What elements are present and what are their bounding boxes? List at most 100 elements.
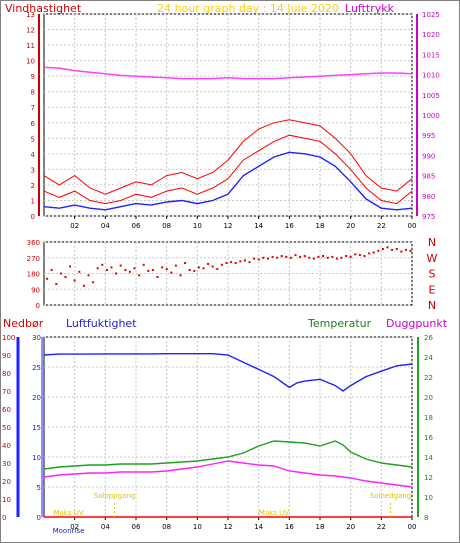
x-tick-label: 20 <box>346 523 355 531</box>
x-tick-label: 22 <box>377 222 386 230</box>
direction-point <box>87 274 90 277</box>
temperature-label: Temperatur <box>307 317 372 330</box>
direction-point <box>257 258 260 261</box>
pressure-series-line <box>43 66 413 80</box>
direction-point <box>50 269 53 271</box>
direction-point <box>133 267 136 270</box>
direction-point <box>294 254 297 257</box>
y-right-tick-label: 1005 <box>422 92 440 100</box>
temp-tick-label: 16 <box>424 434 433 442</box>
direction-point <box>285 255 288 258</box>
y-left-tick-label: 2 <box>31 182 35 190</box>
y-left-tick-label: 0 <box>36 302 40 310</box>
direction-point <box>55 283 58 285</box>
direction-point <box>354 253 357 256</box>
direction-point <box>363 255 366 257</box>
rain-tick-label: 40 <box>2 442 11 450</box>
direction-point <box>156 276 159 278</box>
direction-point <box>138 274 141 277</box>
direction-point <box>207 262 210 265</box>
y-left-tick-label: 7 <box>31 104 35 112</box>
x-tick-label: 00 <box>408 222 417 230</box>
uv-label: Maks UV <box>259 509 289 517</box>
direction-point <box>404 248 407 251</box>
direction-point <box>96 267 99 270</box>
wind_avg-series-line <box>43 151 413 211</box>
direction-point <box>340 256 343 259</box>
direction-point <box>119 264 122 267</box>
direction-point <box>197 266 200 269</box>
y-right-tick-label: 1020 <box>422 31 440 39</box>
direction-point <box>243 259 246 262</box>
y-left-tick-label: 6 <box>31 120 36 128</box>
y-left-tick-label: 1 <box>31 197 35 205</box>
y-right-tick-label: 990 <box>422 152 435 160</box>
direction-point <box>234 262 237 264</box>
x-tick-label: 04 <box>101 523 110 531</box>
direction-point <box>73 279 76 282</box>
x-tick-label: 02 <box>70 523 79 531</box>
temp-tick-label: 22 <box>424 374 433 382</box>
temp-tick-label: 14 <box>424 454 433 462</box>
rain-tick-label: 100 <box>2 334 15 342</box>
rain-tick-label: 70 <box>2 388 11 396</box>
direction-point <box>174 264 177 267</box>
x-tick-label: 22 <box>377 523 386 531</box>
direction-point <box>331 255 334 258</box>
direction-point <box>303 255 306 257</box>
direction-point <box>326 256 329 259</box>
direction-point <box>188 269 191 271</box>
rain-tick-label: 20 <box>2 478 11 486</box>
x-tick-label: 10 <box>193 222 202 230</box>
y-right-tick-label: 1025 <box>422 11 440 19</box>
direction-point <box>128 270 131 273</box>
temp-tick-label: 12 <box>424 474 433 482</box>
direction-point <box>220 263 223 266</box>
direction-point <box>110 266 113 269</box>
direction-compass-label: S <box>429 268 436 281</box>
direction-point <box>299 255 302 258</box>
rain-tick-label: 80 <box>2 370 11 378</box>
y-left-tick-label: 13 <box>26 11 35 19</box>
direction-point <box>377 249 380 252</box>
dewpoint-series-line <box>43 460 413 488</box>
direction-point <box>391 248 394 251</box>
x-tick-label: 08 <box>162 523 171 531</box>
humidity-tick-label: 10 <box>32 454 41 462</box>
direction-point <box>115 272 118 275</box>
direction-point <box>101 263 104 266</box>
direction-point <box>165 268 168 271</box>
direction-point <box>193 269 196 272</box>
direction-point <box>308 256 311 259</box>
direction-point <box>322 255 325 257</box>
direction-compass-label: N <box>428 236 436 249</box>
direction-point <box>312 257 315 260</box>
direction-point <box>225 262 228 264</box>
direction-point <box>349 255 352 258</box>
direction-point <box>400 250 403 253</box>
direction-point <box>59 272 62 275</box>
x-tick-label: 04 <box>101 222 110 230</box>
y-left-tick-label: 5 <box>31 135 35 143</box>
temp-tick-label: 26 <box>424 334 433 342</box>
uv-label: Maks UV <box>53 509 83 517</box>
wind-series-line <box>43 134 413 205</box>
y-left-tick-label: 11 <box>26 42 35 50</box>
direction-point <box>358 254 361 257</box>
rain-tick-label: 0 <box>2 514 6 522</box>
direction-point <box>184 262 187 264</box>
y-left-tick-label: 10 <box>26 58 35 66</box>
y-left-tick-label: 4 <box>31 151 36 159</box>
humidity-label: Luftfuktighet <box>66 317 137 330</box>
direction-compass-label: E <box>429 283 436 296</box>
direction-point <box>253 257 256 260</box>
x-tick-label: 16 <box>285 222 294 230</box>
direction-point <box>317 255 320 258</box>
x-tick-label: 14 <box>254 523 263 531</box>
x-tick-label: 12 <box>224 222 233 230</box>
chart-title: 24 hour graph day : 14 Juie 2020 <box>157 2 339 15</box>
x-tick-label: 20 <box>346 222 355 230</box>
humidity-tick-label: 0 <box>37 514 41 522</box>
temp-tick-label: 8 <box>424 514 428 522</box>
direction-point <box>271 255 274 258</box>
